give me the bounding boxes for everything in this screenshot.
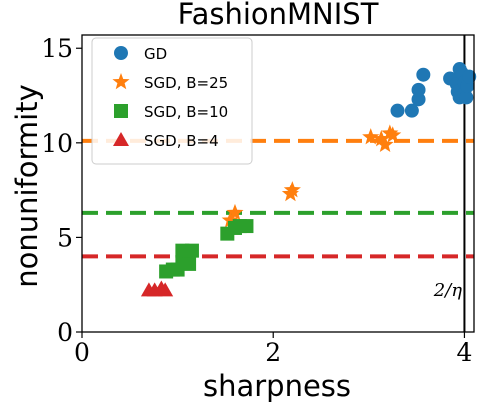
- point-gd: [391, 104, 405, 118]
- y-tick-label: 15: [41, 34, 73, 63]
- legend-marker: [114, 104, 128, 118]
- x-tick-label: 2: [265, 338, 281, 367]
- x-tick-label: 0: [74, 338, 90, 367]
- y-axis-label: nonuniformity: [10, 84, 44, 288]
- point-sgd-b-10: [239, 219, 253, 233]
- legend-label: SGD, B=10: [144, 103, 228, 121]
- y-tick-label: 5: [57, 223, 73, 252]
- y-axis-ticks: 0 5 10 15: [41, 34, 82, 347]
- legend-marker: [114, 46, 128, 60]
- y-tick-label: 10: [41, 129, 73, 158]
- x-axis-label: sharpness: [203, 369, 351, 403]
- x-tick-label: 4: [456, 338, 472, 367]
- legend-label: SGD, B=4: [144, 132, 219, 150]
- legend: GD SGD, B=25 SGD, B=10 SGD, B=4: [92, 38, 252, 164]
- point-sgd-b-10: [182, 257, 196, 271]
- chart-title: FashionMNIST: [178, 0, 379, 31]
- eta-annotation: 2/η: [433, 280, 463, 301]
- point-sgd-b-10: [185, 244, 199, 258]
- legend-label: GD: [144, 45, 167, 63]
- legend-label: SGD, B=25: [144, 74, 228, 92]
- point-gd: [412, 83, 426, 97]
- x-axis-ticks: 0 2 4: [74, 332, 472, 367]
- y-tick-label: 0: [57, 318, 73, 347]
- point-gd: [416, 68, 430, 82]
